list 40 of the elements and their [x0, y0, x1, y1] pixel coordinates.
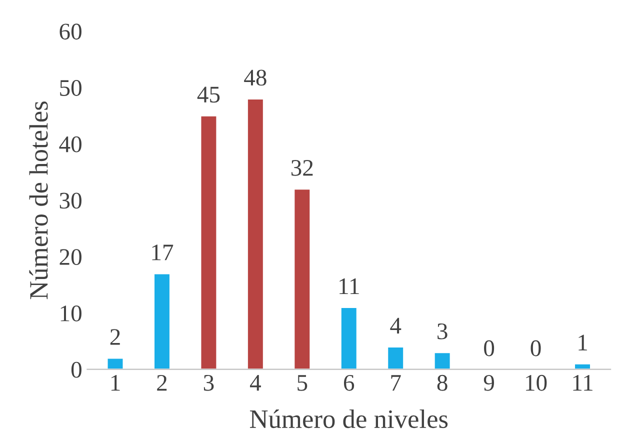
bar — [574, 363, 592, 370]
x-tick-label: 5 — [298, 375, 308, 391]
data-label: 45 — [197, 86, 220, 103]
x-tick-label: 10 — [526, 374, 547, 391]
data-label: 3 — [438, 323, 448, 340]
bar — [246, 98, 264, 370]
data-label: 0 — [530, 340, 541, 356]
bar — [433, 352, 452, 370]
data-label: 32 — [291, 160, 313, 176]
x-tick-label: 4 — [250, 375, 261, 391]
y-tick-label: 0 — [71, 362, 82, 378]
y-tick-label: 10 — [60, 305, 82, 322]
x-tick-label: 3 — [204, 374, 214, 391]
x-tick-label: 7 — [391, 375, 401, 391]
data-label: 0 — [484, 340, 494, 356]
y-tick-label: 30 — [60, 192, 82, 209]
x-tick-label: 8 — [437, 374, 448, 391]
x-tick-label: 9 — [484, 374, 494, 391]
data-label: 4 — [390, 318, 402, 334]
y-axis-title: Número de hoteles — [29, 102, 48, 300]
bar — [153, 272, 171, 370]
x-axis-title: Número de niveles — [250, 409, 448, 428]
data-label: 48 — [244, 70, 266, 86]
bar — [386, 346, 404, 370]
y-tick-label: 60 — [60, 24, 82, 40]
data-label: 11 — [340, 278, 359, 294]
bar — [200, 115, 218, 370]
y-tick-label: 40 — [59, 136, 82, 152]
data-label: 2 — [110, 329, 120, 345]
bar — [340, 306, 358, 370]
bar — [293, 188, 312, 370]
data-label: 17 — [152, 244, 174, 260]
bar — [106, 357, 124, 370]
data-label: 1 — [578, 334, 587, 350]
x-tick-label: 11 — [573, 375, 592, 391]
x-tick-label: 1 — [111, 375, 120, 391]
x-tick-label: 6 — [344, 374, 354, 391]
y-tick-label: 20 — [60, 249, 82, 266]
y-tick-label: 50 — [60, 80, 82, 96]
x-tick-label: 2 — [157, 374, 167, 391]
